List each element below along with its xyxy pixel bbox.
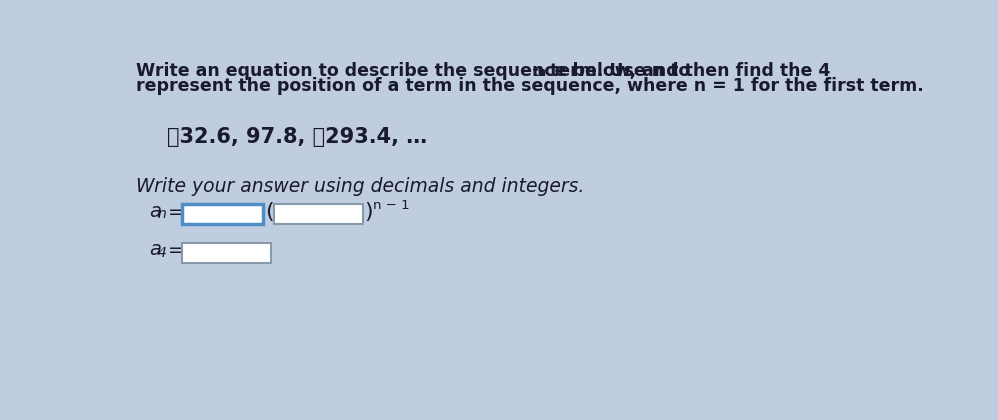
Text: a: a xyxy=(150,240,162,259)
Text: represent the position of a term in the sequence, where n = 1 for the first term: represent the position of a term in the … xyxy=(137,77,924,95)
Text: th: th xyxy=(533,66,547,79)
Text: Write an equation to describe the sequence below, and then find the 4: Write an equation to describe the sequen… xyxy=(137,62,830,80)
Text: term. Use n to: term. Use n to xyxy=(544,62,691,80)
Text: ⁲32.6, 97.8, ⁲293.4, …: ⁲32.6, 97.8, ⁲293.4, … xyxy=(168,127,427,147)
Text: =: = xyxy=(168,241,185,260)
Text: 4: 4 xyxy=(158,246,167,260)
Text: n − 1: n − 1 xyxy=(372,199,409,212)
Text: n: n xyxy=(158,207,166,221)
Text: a: a xyxy=(150,202,162,221)
Text: (: ( xyxy=(265,202,273,222)
FancyBboxPatch shape xyxy=(274,205,363,224)
Text: Write your answer using decimals and integers.: Write your answer using decimals and int… xyxy=(137,177,585,197)
Text: ): ) xyxy=(364,202,373,222)
FancyBboxPatch shape xyxy=(182,243,271,263)
Text: =: = xyxy=(168,202,185,222)
FancyBboxPatch shape xyxy=(182,205,263,224)
